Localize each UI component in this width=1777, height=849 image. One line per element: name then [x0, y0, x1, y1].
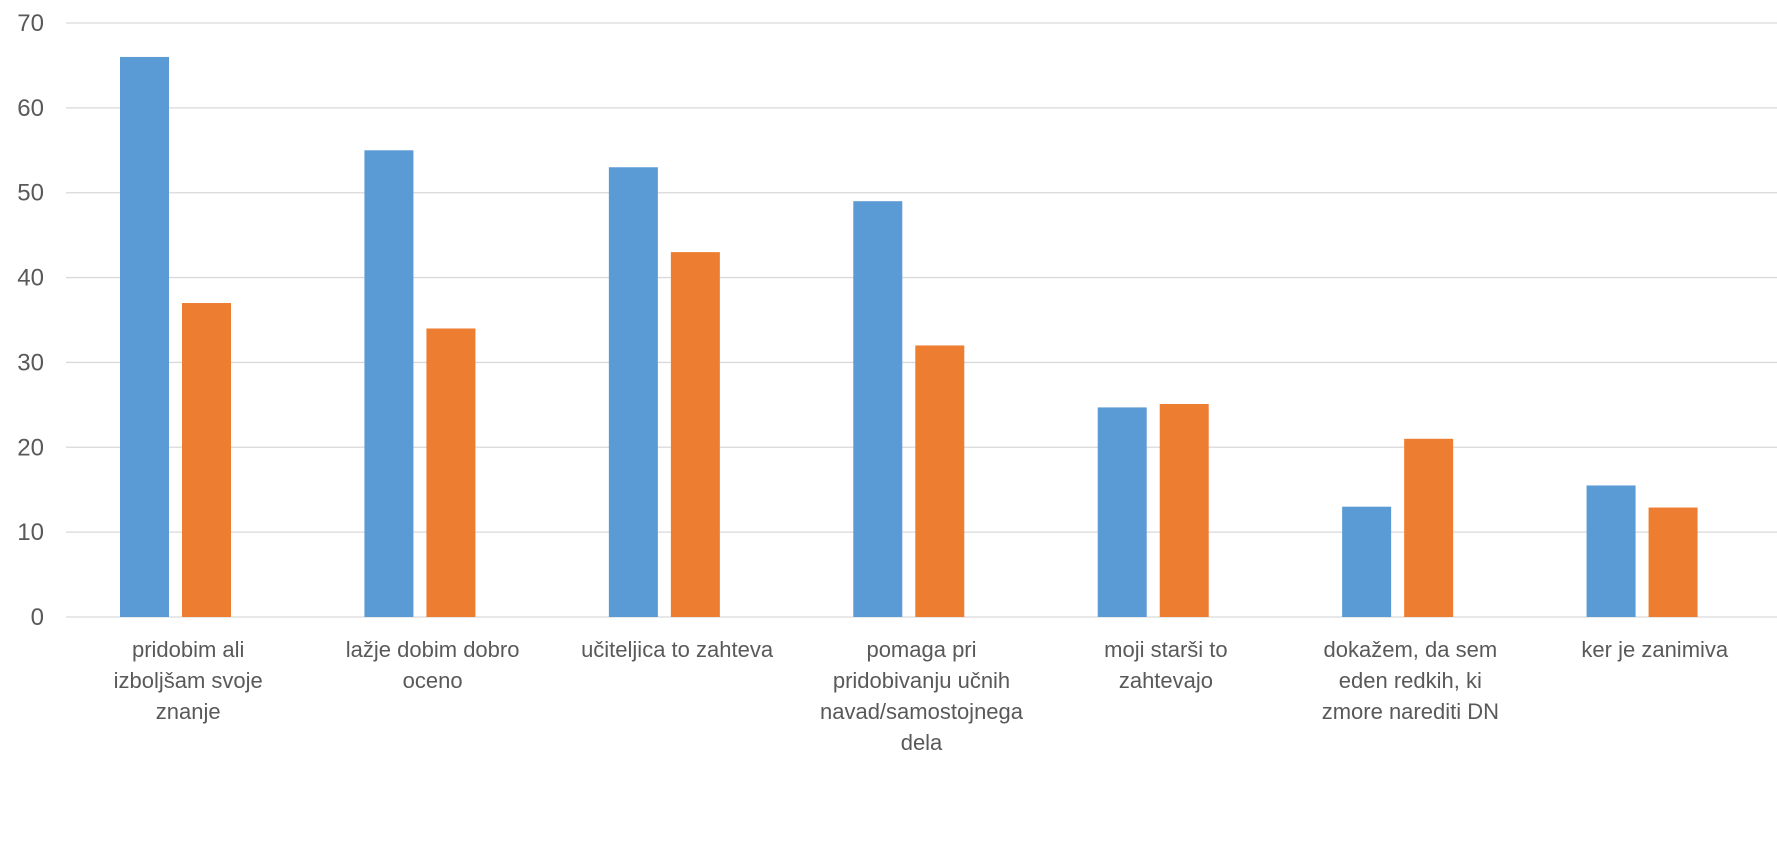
x-tick-label: pridobim ali izboljšam svoje znanje [114, 637, 263, 724]
x-tick-label-line: moji starši to [1104, 637, 1227, 662]
x-tick-label-line: eden redkih, ki [1339, 668, 1482, 693]
bar-series-1-category-7 [1586, 485, 1636, 617]
bar-series-1-category-3 [608, 167, 658, 617]
x-tick-label: lažje dobim dobro oceno [346, 637, 520, 693]
x-tick-label-line: pridobim ali [132, 637, 245, 662]
x-tick-label-line: pomaga pri [866, 637, 976, 662]
bar-series-2-category-7 [1648, 507, 1698, 617]
x-axis: pridobim ali izboljšam svoje znanje lažje d… [114, 637, 1729, 755]
y-tick-label: 60 [17, 95, 44, 122]
bar-series-1-category-6 [1342, 506, 1392, 617]
bar-series-1-category-4 [853, 201, 903, 617]
y-tick-label: 70 [17, 10, 44, 37]
x-tick-label-line: dokažem, da sem [1324, 637, 1498, 662]
x-tick-label-line: ker je zanimiva [1581, 637, 1728, 662]
y-tick-label: 40 [17, 265, 44, 292]
bar-series-1-category-5 [1097, 407, 1147, 617]
bar-series-2-category-5 [1159, 404, 1209, 617]
x-tick-label: učiteljica to zahteva [581, 637, 774, 662]
y-tick-label: 10 [17, 519, 44, 546]
bar-series-2-category-4 [915, 345, 965, 617]
x-tick-label-line: oceno [403, 668, 463, 693]
x-tick-label-line: zahtevajo [1119, 668, 1213, 693]
y-tick-label: 50 [17, 180, 44, 207]
x-tick-label-line: navad/samostojnega [820, 699, 1024, 724]
x-tick-label-line: pridobivanju učnih [833, 668, 1010, 693]
x-tick-label: ker je zanimiva [1581, 637, 1728, 662]
bar-series-1-category-2 [364, 150, 414, 618]
bar-series-2-category-2 [426, 328, 476, 617]
x-tick-label-line: znanje [156, 699, 221, 724]
bars [120, 56, 1698, 618]
x-tick-label-line: dela [901, 730, 943, 755]
x-tick-label-line: lažje dobim dobro [346, 637, 520, 662]
x-tick-label: pomaga pri pridobivanju učnih navad/samost… [820, 637, 1024, 755]
x-tick-label-line: zmore narediti DN [1322, 699, 1499, 724]
bar-series-1-category-1 [120, 56, 169, 617]
x-tick-label-line: izboljšam svoje [114, 668, 263, 693]
y-axis: 0 10 20 30 40 50 60 70 [17, 10, 44, 631]
bar-series-2-category-1 [182, 303, 231, 617]
y-tick-label: 20 [17, 434, 44, 461]
y-tick-label: 30 [17, 349, 44, 376]
x-tick-label: dokažem, da sem eden redkih, ki zmore nare… [1322, 637, 1499, 724]
x-tick-label: moji starši to zahtevajo [1104, 637, 1227, 693]
bar-series-2-category-6 [1404, 438, 1454, 617]
bar-series-2-category-3 [670, 252, 720, 617]
x-tick-label-line: učiteljica to zahteva [581, 637, 774, 662]
y-tick-label: 0 [31, 604, 44, 631]
